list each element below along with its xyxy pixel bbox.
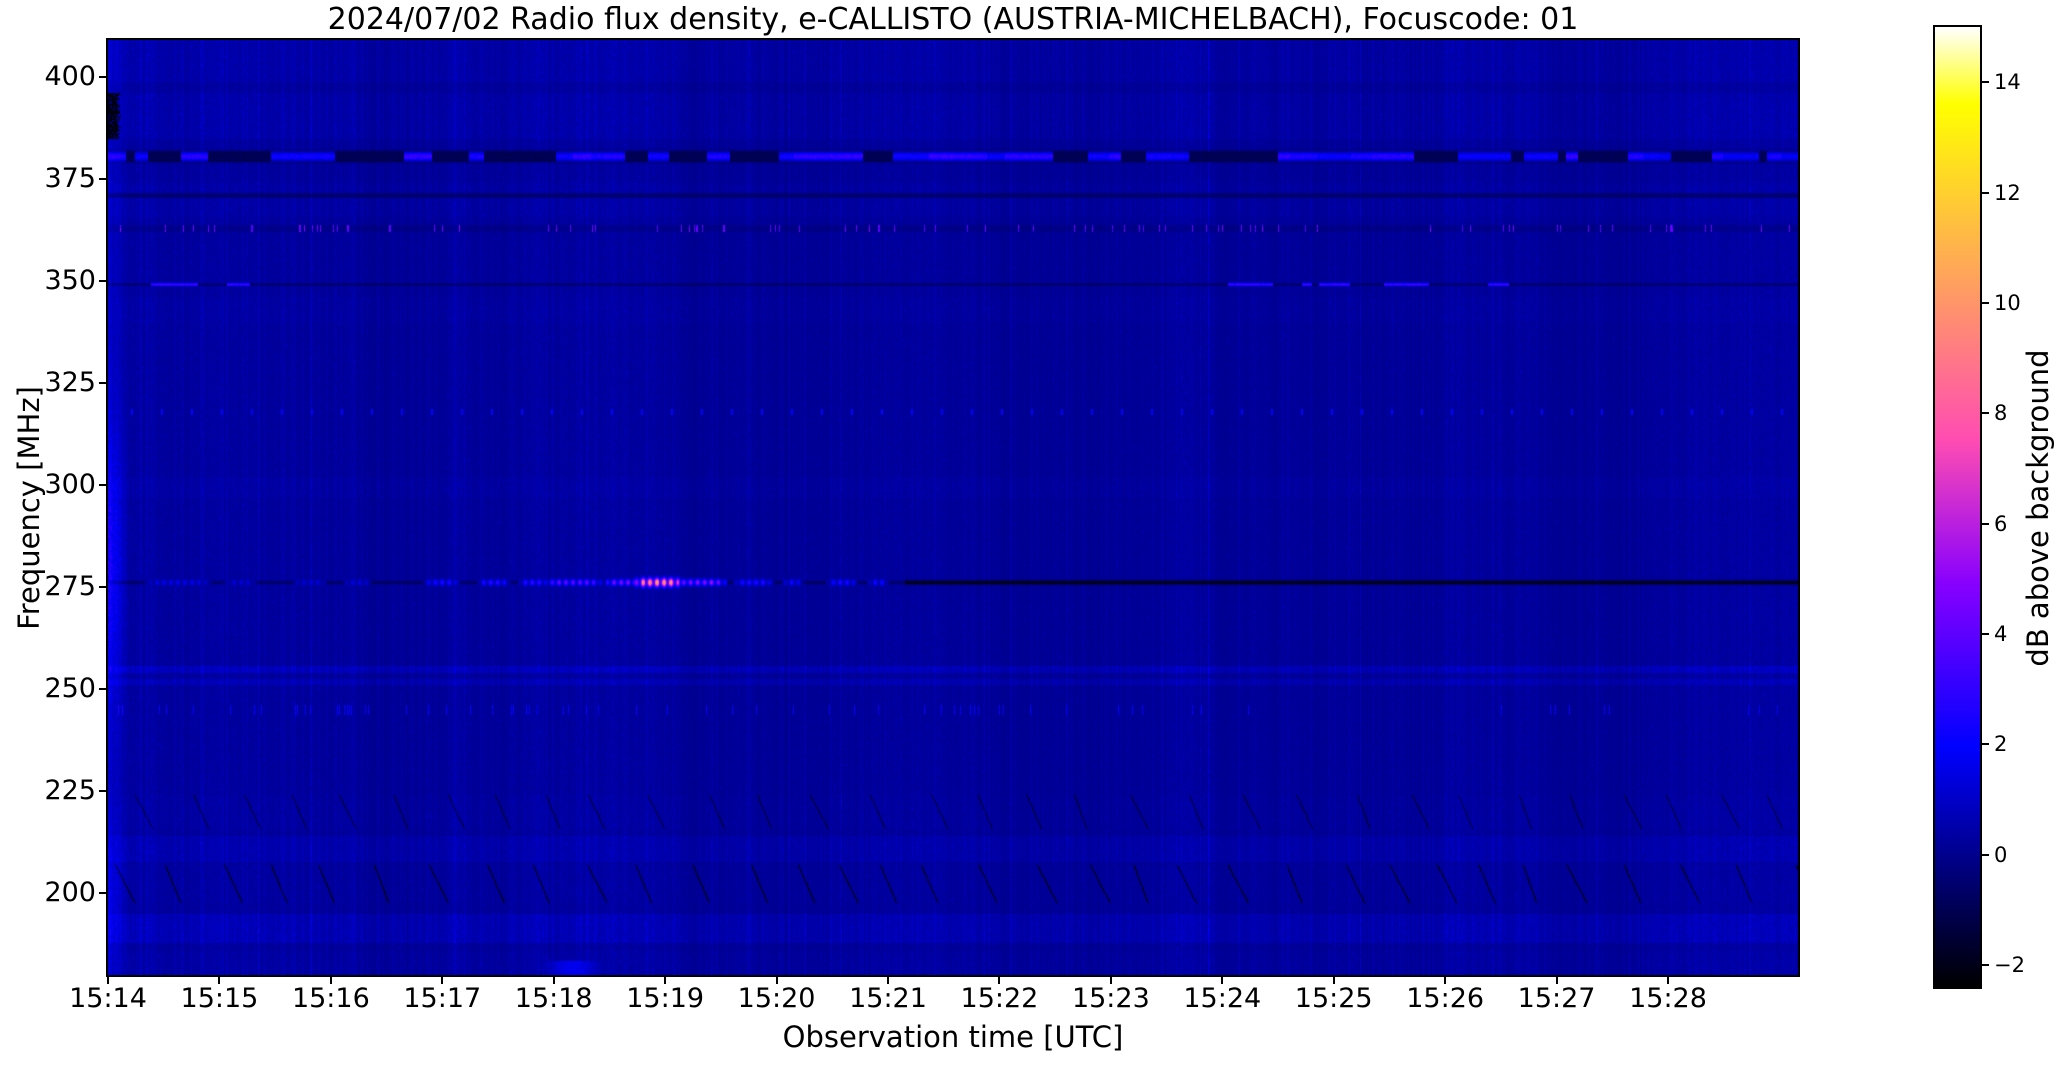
x-tick-label: 15:24 bbox=[1183, 983, 1262, 1014]
colorbar-tick-mark bbox=[1982, 81, 1989, 84]
x-tick-mark bbox=[1667, 977, 1669, 984]
y-tick-mark bbox=[99, 381, 106, 384]
x-tick-mark bbox=[1109, 977, 1112, 984]
y-tick-mark bbox=[99, 688, 106, 691]
x-tick-mark bbox=[329, 977, 332, 984]
y-tick-label: 200 bbox=[44, 877, 96, 909]
x-tick-label: 15:15 bbox=[180, 983, 259, 1014]
x-tick-label: 15:16 bbox=[291, 983, 370, 1014]
x-tick-label: 15:20 bbox=[737, 983, 816, 1014]
y-tick-label: 325 bbox=[44, 366, 96, 398]
colorbar-tick-label: 0 bbox=[1994, 842, 2008, 867]
y-tick-label: 400 bbox=[44, 60, 96, 92]
colorbar-tick-label: 8 bbox=[1994, 401, 2008, 426]
y-tick-mark bbox=[99, 790, 106, 793]
colorbar-tick-mark bbox=[1982, 191, 1989, 194]
y-tick-label: 375 bbox=[44, 162, 96, 194]
y-tick-label: 300 bbox=[44, 469, 96, 501]
y-tick-mark bbox=[99, 586, 106, 589]
chart-title: 2024/07/02 Radio flux density, e-CALLIST… bbox=[327, 2, 1579, 37]
y-tick-label: 350 bbox=[44, 264, 96, 296]
x-tick-mark bbox=[552, 977, 555, 984]
y-tick-mark bbox=[99, 177, 106, 180]
plot-area bbox=[106, 38, 1800, 977]
x-tick-mark bbox=[107, 977, 109, 984]
y-tick-label: 275 bbox=[44, 571, 96, 603]
colorbar-tick-label: 12 bbox=[1994, 180, 2021, 205]
x-tick-label: 15:19 bbox=[626, 983, 705, 1014]
colorbar-tick-label: 2 bbox=[1994, 732, 2008, 757]
x-tick-mark bbox=[775, 977, 778, 984]
x-tick-mark bbox=[1221, 977, 1224, 984]
y-tick-mark bbox=[99, 75, 106, 78]
colorbar-gradient-canvas bbox=[1935, 27, 1980, 987]
colorbar-tick-mark bbox=[1982, 522, 1989, 525]
x-tick-label: 15:23 bbox=[1071, 983, 1150, 1014]
x-tick-label: 15:22 bbox=[960, 983, 1039, 1014]
colorbar-tick-mark bbox=[1982, 963, 1989, 966]
colorbar-tick-mark bbox=[1982, 853, 1989, 856]
x-tick-mark bbox=[218, 977, 221, 984]
colorbar-tick-mark bbox=[1982, 743, 1989, 746]
x-tick-mark bbox=[441, 977, 444, 984]
colorbar-tick-label: 6 bbox=[1994, 511, 2008, 536]
x-tick-label: 15:17 bbox=[403, 983, 482, 1014]
colorbar-tick-label: −2 bbox=[1994, 952, 2025, 977]
x-tick-label: 15:21 bbox=[849, 983, 927, 1014]
x-tick-label: 15:26 bbox=[1406, 983, 1485, 1014]
colorbar bbox=[1933, 25, 1982, 989]
x-axis-label: Observation time [UTC] bbox=[782, 1020, 1124, 1054]
x-tick-label: 15:27 bbox=[1517, 983, 1596, 1014]
y-tick-label: 250 bbox=[44, 673, 96, 705]
colorbar-tick-mark bbox=[1982, 632, 1989, 635]
y-tick-mark bbox=[99, 279, 106, 282]
colorbar-tick-label: 4 bbox=[1994, 621, 2008, 646]
x-tick-label: 15:28 bbox=[1629, 983, 1707, 1014]
x-tick-label: 15:18 bbox=[514, 983, 593, 1014]
x-tick-mark bbox=[1555, 977, 1558, 984]
y-tick-label: 225 bbox=[44, 775, 96, 807]
y-tick-mark bbox=[99, 484, 106, 487]
spectrogram-canvas bbox=[108, 40, 1798, 975]
x-tick-mark bbox=[998, 977, 1001, 984]
colorbar-tick-label: 10 bbox=[1994, 290, 2021, 315]
y-tick-mark bbox=[99, 892, 106, 895]
x-tick-mark bbox=[887, 977, 889, 984]
x-tick-mark bbox=[1332, 977, 1335, 984]
colorbar-tick-label: 14 bbox=[1994, 70, 2021, 95]
x-tick-mark bbox=[1444, 977, 1447, 984]
colorbar-tick-mark bbox=[1982, 301, 1989, 304]
x-tick-label: 15:14 bbox=[69, 983, 147, 1014]
colorbar-label: dB above background bbox=[2021, 349, 2055, 667]
x-tick-mark bbox=[664, 977, 667, 984]
x-tick-label: 15:25 bbox=[1294, 983, 1373, 1014]
colorbar-tick-mark bbox=[1982, 412, 1989, 415]
